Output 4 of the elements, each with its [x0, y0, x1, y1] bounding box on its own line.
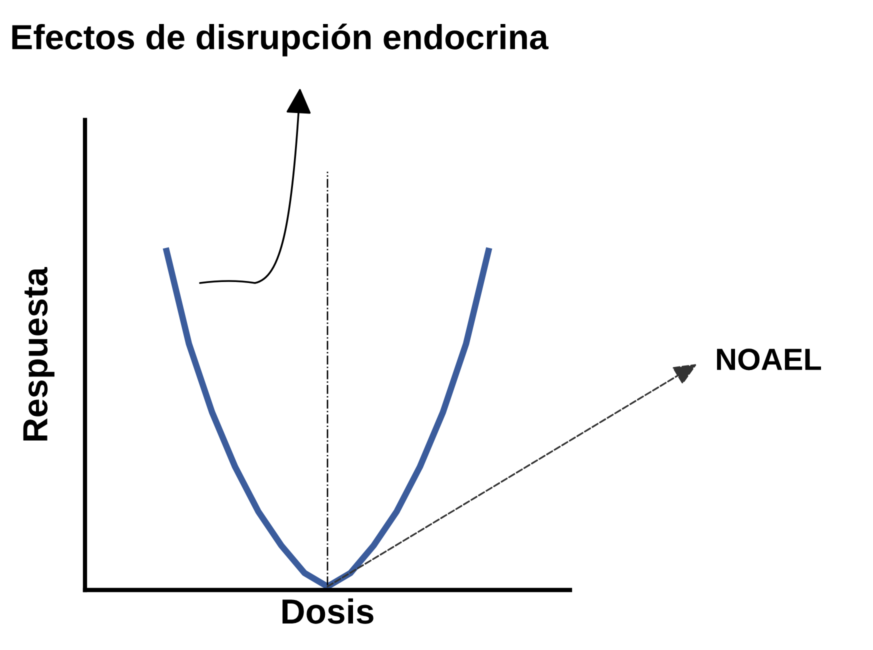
y-axis-title: Respuesta	[23, 266, 54, 440]
chart-title: Efectos de disrupción endocrina	[12, 24, 549, 56]
x-axis-title: Dosis	[282, 598, 374, 624]
text: NOAEL	[717, 348, 822, 370]
